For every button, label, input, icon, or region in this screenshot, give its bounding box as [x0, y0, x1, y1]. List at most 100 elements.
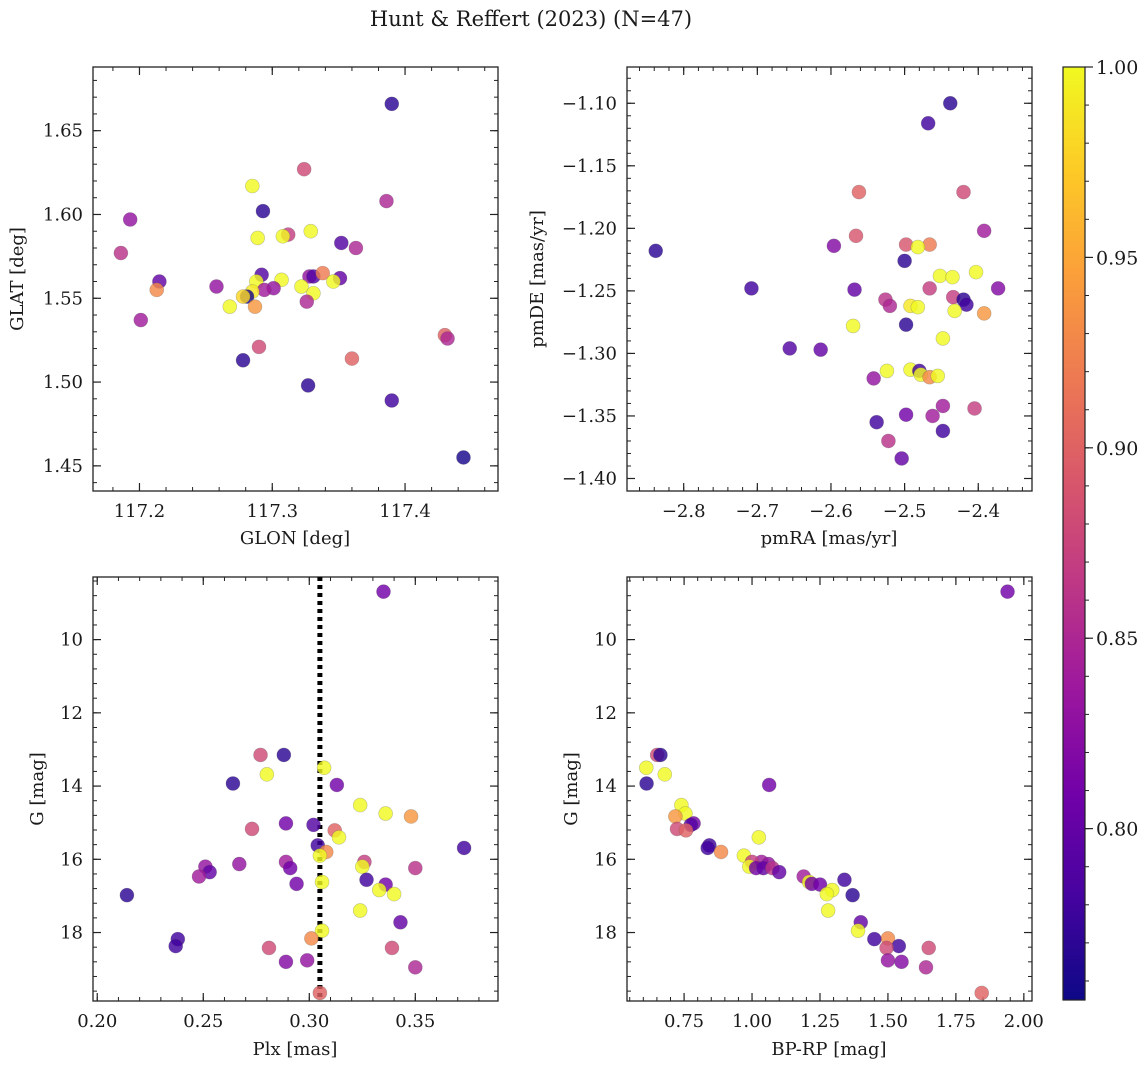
data-point [847, 282, 862, 297]
data-point [894, 451, 909, 466]
data-point [149, 282, 165, 298]
data-point [879, 363, 895, 379]
y-tick-label: 1.50 [43, 372, 83, 393]
y-tick-label: 14 [60, 776, 83, 797]
x-axis-label: Plx [mas] [253, 1039, 338, 1060]
y-axis-label: G [mag] [561, 752, 582, 825]
y-tick-label: 12 [60, 703, 83, 724]
data-point [334, 235, 349, 251]
data-point [314, 923, 330, 938]
data-point [376, 584, 391, 599]
x-axis-label: BP-RP [mag] [771, 1039, 886, 1060]
data-point [920, 115, 936, 131]
data-point [304, 931, 319, 946]
data-point [384, 393, 400, 408]
data-point [331, 830, 347, 845]
data-point [225, 776, 241, 791]
data-point [247, 299, 263, 314]
data-point [866, 371, 881, 386]
x-axis-label: pmRA [mas/yr] [761, 528, 898, 549]
data-point [813, 342, 828, 357]
data-point [133, 312, 149, 328]
data-point [300, 378, 316, 393]
data-point [294, 279, 309, 294]
x-tick-label: 117.4 [379, 501, 431, 522]
data-point [639, 776, 654, 791]
data-point [384, 940, 400, 956]
colorbar-tick-label: 0.80 [1096, 819, 1138, 841]
data-point [299, 294, 315, 309]
data-point [379, 193, 394, 209]
data-point [922, 281, 937, 296]
data-point [819, 886, 835, 902]
data-point [306, 817, 321, 833]
x-tick-label: 0.25 [183, 1011, 223, 1032]
data-point [968, 264, 984, 280]
data-point [235, 289, 251, 304]
y-tick-label: −1.10 [562, 93, 617, 114]
y-axis-label: G [mag] [27, 752, 48, 825]
data-point [312, 848, 328, 863]
data-point [967, 401, 982, 416]
data-point [244, 821, 260, 837]
data-point [315, 265, 331, 281]
data-point [851, 184, 867, 200]
y-tick-label: −1.25 [562, 281, 617, 302]
data-point [403, 809, 419, 824]
data-point [744, 281, 759, 296]
x-tick-label: 0.20 [77, 1011, 117, 1032]
data-point [408, 860, 423, 876]
colorbar-tick-label: 0.90 [1096, 438, 1138, 460]
x-tick-label: −2.8 [662, 501, 706, 522]
data-point [278, 816, 294, 831]
x-tick-label: −2.5 [883, 501, 927, 522]
y-tick-label: 14 [594, 776, 617, 797]
data-point [352, 797, 368, 813]
x-tick-label: 117.3 [246, 501, 298, 522]
data-point [648, 243, 664, 259]
data-point [976, 223, 992, 239]
data-point [259, 767, 275, 782]
panel-plx: Plx [mas] G [mag] 0.20 0.25 0.30 0.35 10 12 14… [27, 576, 499, 1060]
colorbar-tick-label: 1.00 [1096, 57, 1138, 79]
data-point [354, 859, 370, 874]
data-point [235, 352, 251, 368]
data-point [845, 887, 860, 903]
y-tick-label: 1.65 [43, 121, 83, 142]
data-point [316, 760, 332, 776]
data-point [440, 331, 455, 346]
data-point [956, 184, 971, 200]
x-tick-label: 1.75 [936, 1011, 976, 1032]
x-tick-label: 0.75 [664, 1011, 704, 1032]
data-point [168, 938, 183, 954]
data-point [879, 940, 894, 956]
data-point [222, 299, 238, 314]
data-point [898, 407, 914, 423]
y-tick-label: 16 [594, 849, 617, 870]
y-tick-label: 1.60 [43, 204, 83, 225]
data-point [393, 914, 408, 930]
data-point [250, 230, 265, 246]
data-point [303, 223, 319, 239]
data-point [329, 777, 345, 793]
data-point [209, 279, 224, 294]
data-point [761, 777, 777, 793]
data-point [119, 887, 135, 903]
data-point [959, 297, 974, 312]
y-tick-label: 10 [594, 630, 617, 651]
data-point [976, 306, 992, 321]
x-tick-label: −2.7 [735, 501, 779, 522]
x-tick-label: −2.4 [956, 501, 1000, 522]
y-tick-label: −1.20 [562, 218, 617, 239]
x-tick-label: 0.35 [395, 1011, 435, 1032]
data-point [935, 423, 951, 439]
colorbar: 0.80 0.85 0.90 0.95 1.00 [1062, 57, 1138, 1001]
data-point [751, 830, 767, 845]
data-point [352, 903, 368, 918]
data-point [386, 886, 402, 902]
data-point [312, 985, 328, 1001]
data-point [974, 985, 990, 1001]
y-tick-label: 10 [60, 630, 83, 651]
data-point [771, 864, 787, 880]
colorbar-tick-label: 0.95 [1096, 247, 1138, 269]
